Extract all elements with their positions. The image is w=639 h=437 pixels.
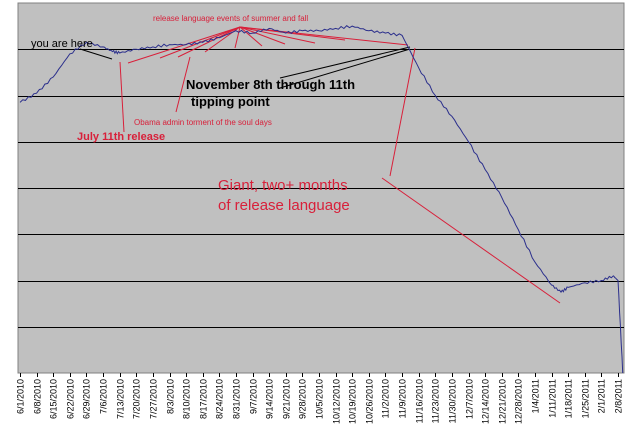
callout-line (381, 177, 561, 304)
x-tick-label: 11/23/2010 (431, 379, 441, 423)
x-tick-label: 8/24/2010 (215, 379, 225, 419)
x-tick-label: 10/12/2010 (332, 379, 342, 424)
x-tick-label: 7/20/2010 (132, 379, 142, 419)
annotation-november-line1: November 8th through 11th (186, 77, 355, 92)
x-tick-label: 6/29/2010 (82, 379, 92, 419)
callout-line (239, 26, 286, 45)
x-tick-label: 9/21/2010 (282, 379, 292, 419)
callout-line (159, 26, 241, 59)
x-tick-label: 6/22/2010 (66, 379, 76, 419)
x-tick-label: 8/3/2010 (166, 379, 176, 414)
x-tick-label: 1/25/2011 (581, 379, 591, 418)
gridlines (18, 49, 624, 328)
callout-line (279, 46, 411, 79)
callout-line (239, 26, 316, 44)
callout-line (177, 26, 241, 58)
x-tick-label: 11/9/2010 (398, 379, 408, 418)
callout-line (234, 26, 241, 49)
x-tick-label: 6/15/2010 (49, 379, 59, 419)
x-tick-label: 12/28/2010 (514, 379, 524, 424)
callout-line (389, 47, 416, 177)
callout-line (239, 26, 263, 47)
x-tick-label: 1/4/2011 (531, 379, 541, 413)
x-tick-label: 1/11/2011 (548, 379, 558, 418)
annotation-july-release: July 11th release (77, 131, 165, 143)
x-tick-label: 8/31/2010 (232, 379, 242, 419)
x-tick-label: 9/14/2010 (265, 379, 275, 419)
x-tick-label: 11/2/2010 (381, 379, 391, 418)
x-tick-label: 7/13/2010 (116, 379, 126, 419)
annotation-giant-line1: Giant, two+ months (218, 177, 348, 194)
x-tick-label: 12/21/2010 (498, 379, 508, 424)
x-tick-label: 11/16/2010 (415, 379, 425, 423)
callout-line (239, 26, 409, 46)
annotation-summer-fall: release language events of summer and fa… (153, 14, 308, 23)
x-tick-label: 10/5/2010 (315, 379, 325, 419)
callout-lines (79, 26, 561, 304)
x-tick-label: 12/14/2010 (481, 379, 491, 424)
x-tick-label: 2/1/2011 (597, 379, 607, 413)
annotation-obama-admin: Obama admin torment of the soul days (134, 118, 272, 127)
x-tick-label: 6/8/2010 (33, 379, 43, 414)
x-tick-label: 6/1/2010 (16, 379, 26, 414)
x-tick-label: 11/30/2010 (448, 379, 458, 423)
x-tick-label: 7/6/2010 (99, 379, 109, 414)
series-line (19, 25, 624, 374)
x-tick-label: 2/8/2011 (614, 379, 624, 413)
x-tick-label: 1/18/2011 (564, 379, 574, 418)
annotation-you-are-here: you are here (31, 38, 93, 50)
annotation-giant-line2: of release language (218, 197, 350, 214)
callout-line (119, 61, 125, 133)
x-tick-label: 10/19/2010 (348, 379, 358, 424)
callout-line (279, 48, 411, 89)
x-axis-tick-labels: 6/1/2010 6/8/2010 6/15/2010 6/22/2010 6/29/2… (16, 379, 624, 424)
x-tick-label: 9/28/2010 (298, 379, 308, 419)
callout-line (175, 56, 191, 113)
x-tick-label: 8/17/2010 (199, 379, 209, 419)
annotation-november-line2: tipping point (191, 94, 270, 109)
x-tick-label: 8/10/2010 (182, 379, 192, 419)
x-tick-label: 12/7/2010 (465, 379, 475, 419)
x-tick-label: 10/26/2010 (365, 379, 375, 424)
x-tick-label: 7/27/2010 (149, 379, 159, 419)
x-axis-ticks (20, 373, 619, 377)
x-tick-label: 9/7/2010 (249, 379, 259, 414)
callout-line (79, 48, 113, 60)
